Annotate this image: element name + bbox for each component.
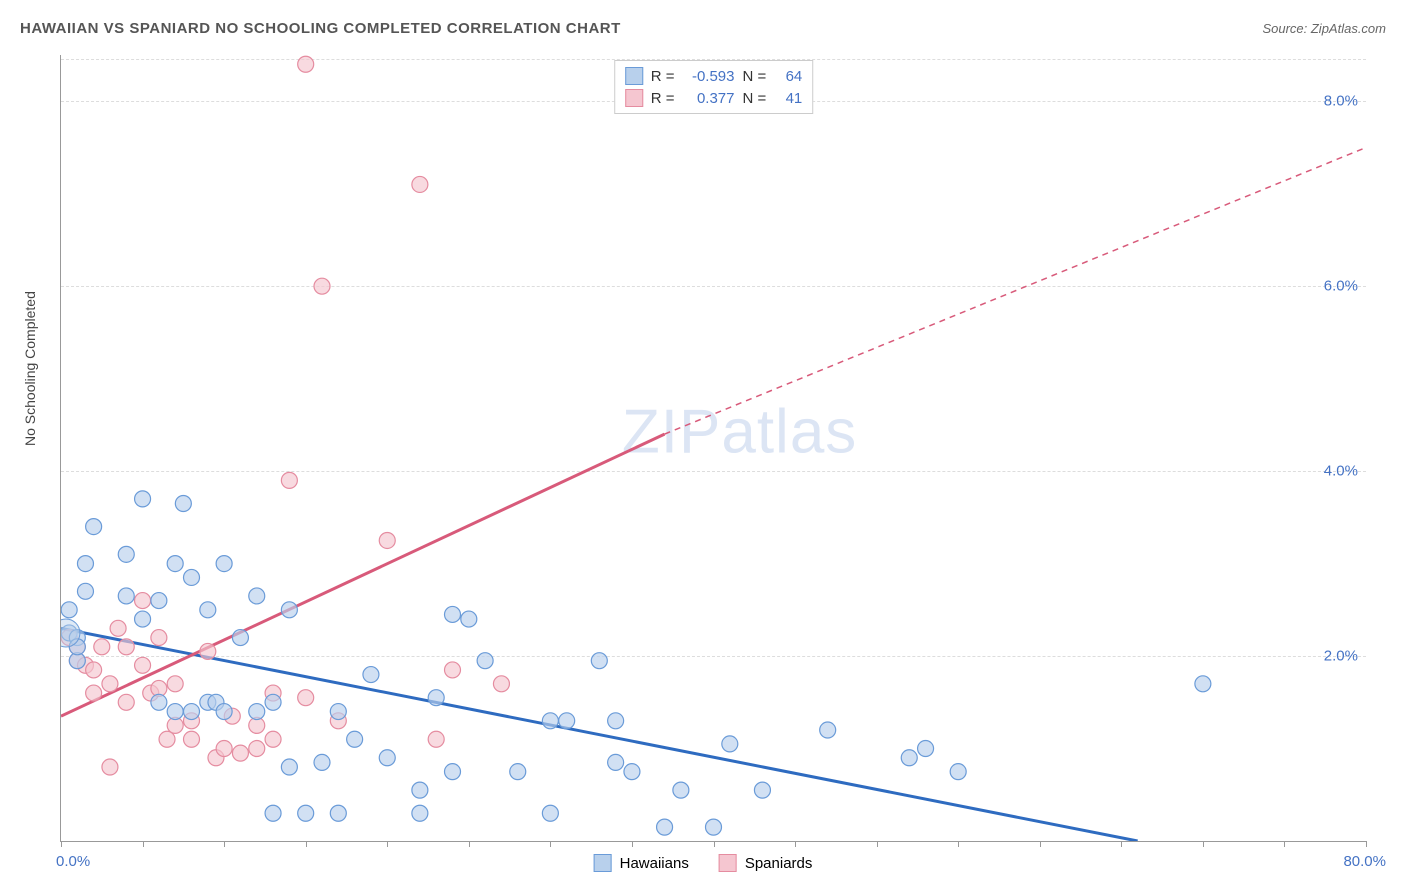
legend-label-hawaiians: Hawaiians xyxy=(620,855,689,872)
n-label: N = xyxy=(743,90,767,107)
correlation-legend: R = -0.593 N = 64 R = 0.377 N = 41 xyxy=(614,60,814,114)
series-legend: Hawaiians Spaniards xyxy=(594,854,813,872)
chart-title: HAWAIIAN VS SPANIARD NO SCHOOLING COMPLE… xyxy=(20,20,621,37)
source-label: Source: xyxy=(1262,21,1310,36)
source-name: ZipAtlas.com xyxy=(1311,21,1386,36)
scatter-plot-svg xyxy=(61,55,1366,841)
legend-label-spaniards: Spaniards xyxy=(745,855,813,872)
legend-item-spaniards: Spaniards xyxy=(719,854,813,872)
r-value-hawaiians: -0.593 xyxy=(683,68,735,85)
legend-row-hawaiians: R = -0.593 N = 64 xyxy=(625,65,803,87)
legend-swatch-hawaiians-bottom xyxy=(594,854,612,872)
x-axis-min-label: 0.0% xyxy=(56,853,90,870)
n-value-hawaiians: 64 xyxy=(774,68,802,85)
source-attribution: Source: ZipAtlas.com xyxy=(1262,21,1386,36)
legend-item-hawaiians: Hawaiians xyxy=(594,854,689,872)
legend-row-spaniards: R = 0.377 N = 41 xyxy=(625,87,803,109)
n-value-spaniards: 41 xyxy=(774,90,802,107)
y-axis-label: No Schooling Completed xyxy=(22,291,38,446)
legend-swatch-spaniards xyxy=(625,89,643,107)
n-label: N = xyxy=(743,68,767,85)
legend-swatch-hawaiians xyxy=(625,67,643,85)
legend-swatch-spaniards-bottom xyxy=(719,854,737,872)
chart-plot-area: ZIPatlas R = -0.593 N = 64 R = 0.377 N =… xyxy=(60,55,1366,842)
r-label: R = xyxy=(651,68,675,85)
r-value-spaniards: 0.377 xyxy=(683,90,735,107)
x-axis-max-label: 80.0% xyxy=(1343,853,1386,870)
r-label: R = xyxy=(651,90,675,107)
